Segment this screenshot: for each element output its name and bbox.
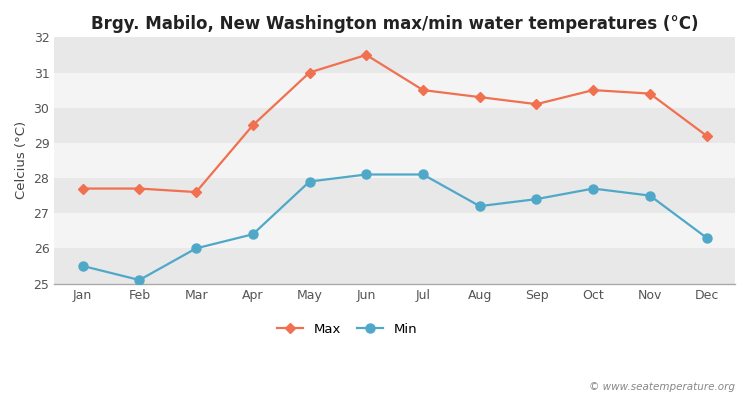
- Min: [646, 193, 655, 198]
- Max: [248, 123, 257, 128]
- Line: Min: Min: [78, 170, 711, 284]
- Bar: [54, 213, 735, 248]
- Min: [135, 278, 144, 282]
- Min: [476, 204, 484, 208]
- Max: [305, 70, 314, 75]
- Line: Max: Max: [79, 51, 710, 196]
- Min: [191, 246, 200, 251]
- Bar: [54, 108, 735, 143]
- Min: [702, 235, 711, 240]
- Bar: [54, 143, 735, 178]
- Max: [135, 186, 144, 191]
- Min: [78, 264, 87, 268]
- Max: [702, 134, 711, 138]
- Title: Brgy. Mabilo, New Washington max/min water temperatures (°C): Brgy. Mabilo, New Washington max/min wat…: [91, 15, 698, 33]
- Y-axis label: Celcius (°C): Celcius (°C): [15, 121, 28, 200]
- Min: [589, 186, 598, 191]
- Min: [305, 179, 314, 184]
- Bar: [54, 248, 735, 284]
- Max: [589, 88, 598, 92]
- Legend: Max, Min: Max, Min: [272, 317, 423, 341]
- Min: [419, 172, 428, 177]
- Bar: [54, 72, 735, 108]
- Max: [419, 88, 428, 92]
- Min: [362, 172, 370, 177]
- Max: [362, 52, 370, 57]
- Max: [191, 190, 200, 194]
- Max: [78, 186, 87, 191]
- Max: [532, 102, 541, 106]
- Min: [532, 197, 541, 202]
- Bar: [54, 178, 735, 213]
- Text: © www.seatemperature.org: © www.seatemperature.org: [589, 382, 735, 392]
- Max: [476, 95, 484, 100]
- Min: [248, 232, 257, 237]
- Bar: [54, 37, 735, 72]
- Max: [646, 91, 655, 96]
